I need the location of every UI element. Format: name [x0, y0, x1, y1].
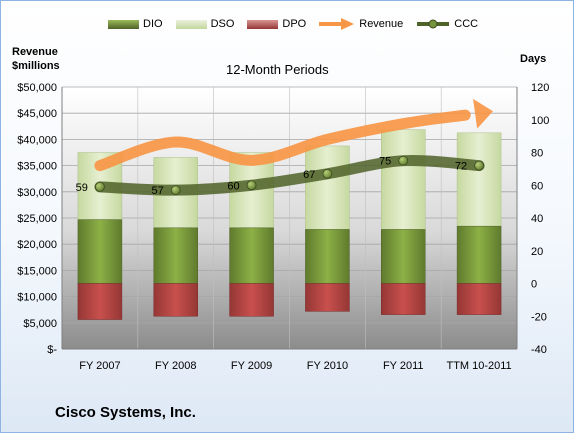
left-tick-label: $50,000: [17, 82, 57, 94]
bar-dio: [456, 225, 502, 284]
ccc-line: [94, 154, 485, 196]
x-tick-label: TTM 10-2011: [446, 360, 511, 372]
right-tick-label: 0: [531, 279, 537, 291]
ccc-point: [170, 185, 181, 196]
legend-item-ccc: CCC: [416, 18, 478, 30]
left-tick-label: $-: [47, 344, 57, 356]
ccc-point: [246, 180, 257, 191]
legend-label-dio: DIO: [143, 18, 163, 30]
bar-dio: [77, 219, 123, 284]
ccc-data-label: 59: [76, 182, 88, 194]
right-tick-label: 100: [531, 115, 549, 127]
legend-item-revenue: Revenue: [319, 17, 403, 31]
left-axis-title-line1: Revenue: [12, 46, 58, 58]
left-tick-label: $20,000: [17, 239, 57, 251]
legend-label-revenue: Revenue: [359, 18, 404, 30]
bar-dpo: [229, 283, 274, 317]
bar-dpo: [153, 283, 198, 317]
company-name: Cisco Systems, Inc.: [55, 404, 196, 421]
bar-dpo: [456, 283, 502, 315]
bar-dso: [456, 132, 502, 227]
left-tick-label: $40,000: [17, 134, 57, 146]
x-tick-label: FY 2007: [79, 360, 120, 372]
left-tick-label: $5,000: [23, 318, 57, 330]
revenue-arrowhead: [473, 98, 493, 129]
legend-label-dso: DSO: [210, 18, 235, 30]
bar-dpo: [77, 283, 123, 320]
left-tick-label: $15,000: [17, 265, 57, 277]
bar-dpo: [305, 283, 350, 312]
legend-swatch-dio: [108, 19, 139, 29]
left-tick-label: $35,000: [17, 161, 57, 173]
right-tick-label: 80: [531, 148, 543, 160]
ccc-point: [95, 181, 105, 192]
x-tick-label: FY 2011: [383, 360, 424, 372]
ccc-point: [322, 168, 333, 179]
bar-dso: [305, 145, 350, 230]
left-tick-label: $45,000: [17, 108, 57, 120]
ccc-point: [474, 160, 484, 171]
x-tick-label: FY 2009: [231, 360, 272, 372]
ccc-data-label: 60: [227, 180, 239, 192]
bar-dpo: [381, 283, 426, 315]
ccc-data-label: 57: [152, 185, 164, 197]
legend: DIO DSO DPO Revenue CCC: [108, 15, 491, 33]
ccc-data-label: 75: [379, 156, 391, 168]
ccc-data-label: 72: [455, 161, 467, 173]
x-tick-label: FY 2010: [307, 360, 348, 372]
legend-label-dpo: DPO: [282, 18, 307, 30]
bar-dio: [381, 229, 426, 284]
right-tick-label: -40: [531, 344, 547, 356]
legend-swatch-revenue: [319, 18, 355, 30]
left-tick-label: $30,000: [17, 187, 57, 199]
right-tick-label: 120: [531, 82, 549, 94]
left-axis-title: Revenue $millions: [12, 45, 60, 73]
legend-swatch-ccc: [417, 19, 450, 29]
right-tick-label: -20: [531, 311, 547, 323]
legend-item-dso: DSO: [175, 18, 235, 30]
bar-dio: [305, 229, 350, 284]
ccc-data-label: 67: [303, 169, 315, 181]
legend-item-dpo: DPO: [247, 18, 306, 30]
left-axis-title-line2: $millions: [12, 60, 60, 72]
right-tick-label: 60: [531, 180, 543, 192]
left-tick-label: $10,000: [17, 292, 57, 304]
bar-dso: [381, 129, 426, 230]
revenue-line: [94, 109, 471, 172]
legend-label-ccc: CCC: [454, 18, 479, 30]
right-tick-label: 40: [531, 213, 543, 225]
bar-dio: [229, 227, 274, 284]
legend-item-dio: DIO: [108, 18, 163, 30]
x-tick-label: FY 2008: [155, 360, 196, 372]
right-tick-label: 20: [531, 246, 543, 258]
ccc-point: [398, 155, 409, 166]
right-axis-title: Days: [520, 53, 547, 65]
legend-swatch-dso: [175, 19, 207, 29]
left-tick-label: $25,000: [17, 213, 57, 225]
bar-dio: [153, 227, 198, 284]
legend-swatch-dpo: [247, 19, 279, 29]
chart-subtitle: 12-Month Periods: [226, 62, 329, 77]
